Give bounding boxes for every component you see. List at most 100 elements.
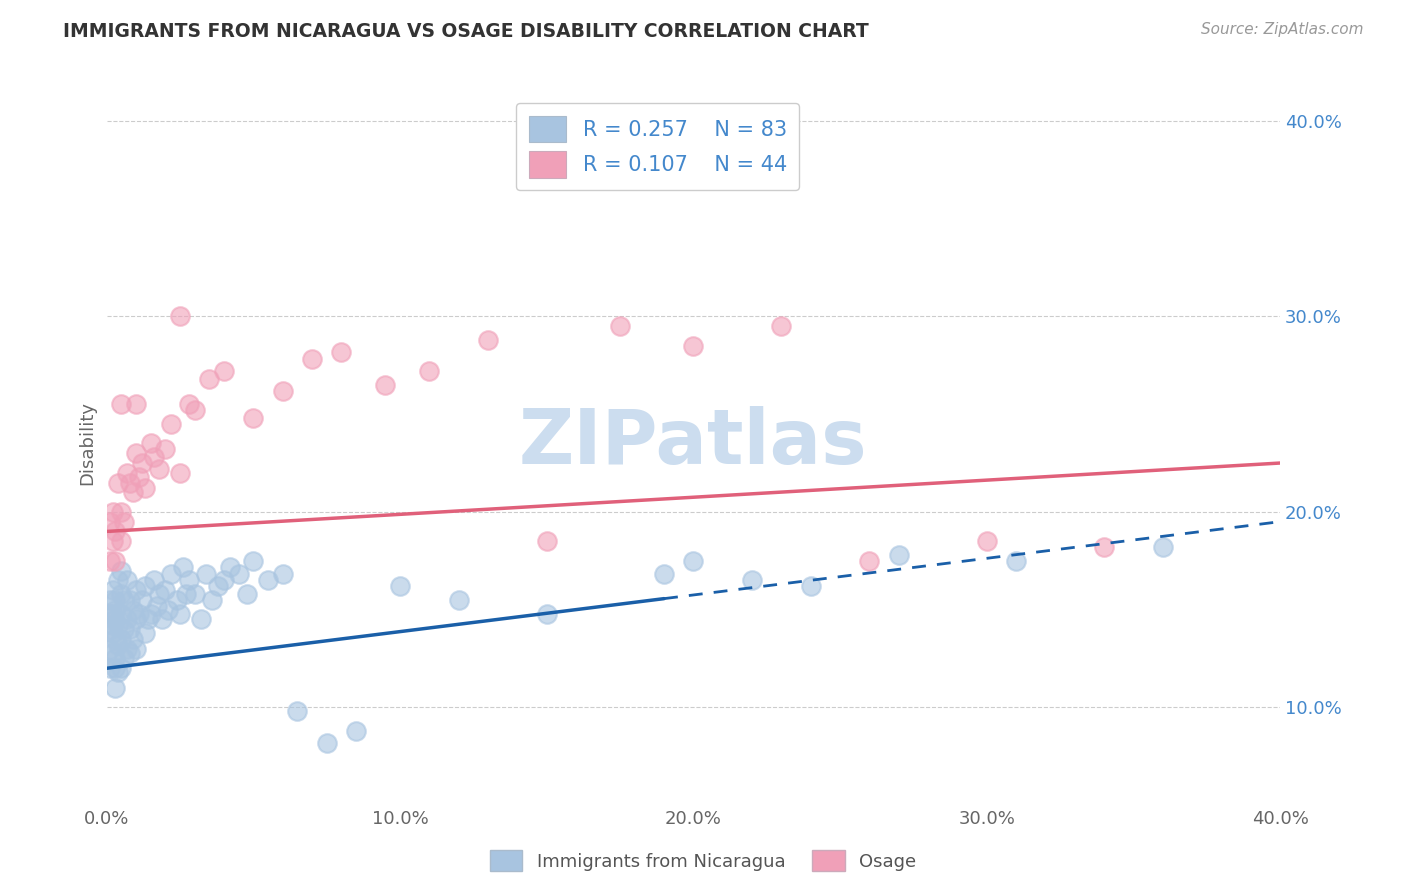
Point: [1152, 540, 1174, 554]
Point: [136, 612, 159, 626]
Point: [125, 583, 148, 598]
Point: [107, 638, 129, 652]
Point: [115, 574, 138, 588]
Point: [177, 574, 200, 588]
Point: [115, 612, 138, 626]
Point: [148, 462, 170, 476]
Point: [107, 574, 129, 588]
Point: [389, 579, 412, 593]
Point: [98, 592, 121, 607]
Point: [104, 524, 127, 539]
Point: [98, 661, 121, 675]
Point: [134, 579, 156, 593]
Point: [169, 607, 191, 621]
Point: [125, 641, 148, 656]
Point: [98, 641, 121, 656]
Point: [128, 469, 150, 483]
Point: [212, 574, 235, 588]
Point: [169, 466, 191, 480]
Point: [741, 574, 763, 588]
Point: [285, 704, 308, 718]
Point: [858, 554, 880, 568]
Point: [477, 333, 499, 347]
Point: [110, 661, 132, 675]
Point: [242, 554, 264, 568]
Point: [98, 607, 121, 621]
Point: [183, 587, 205, 601]
Point: [219, 559, 242, 574]
Point: [145, 599, 167, 613]
Point: [104, 554, 127, 568]
Point: [887, 548, 910, 562]
Point: [157, 602, 180, 616]
Text: Source: ZipAtlas.com: Source: ZipAtlas.com: [1201, 22, 1364, 37]
Point: [134, 482, 156, 496]
Point: [976, 534, 998, 549]
Point: [228, 567, 250, 582]
Point: [125, 612, 148, 626]
Point: [1005, 554, 1028, 568]
Point: [110, 505, 132, 519]
Point: [131, 592, 153, 607]
Point: [207, 579, 229, 593]
Legend: R = 0.257    N = 83, R = 0.107    N = 44: R = 0.257 N = 83, R = 0.107 N = 44: [516, 103, 800, 190]
Point: [155, 442, 177, 457]
Point: [682, 554, 704, 568]
Point: [101, 505, 124, 519]
Point: [174, 587, 197, 601]
Point: [110, 607, 132, 621]
Point: [172, 559, 194, 574]
Point: [609, 319, 631, 334]
Point: [110, 564, 132, 578]
Point: [104, 592, 127, 607]
Point: [1092, 540, 1115, 554]
Point: [652, 567, 675, 582]
Point: [115, 641, 138, 656]
Point: [201, 592, 224, 607]
Point: [190, 612, 212, 626]
Point: [271, 384, 294, 398]
Point: [195, 567, 218, 582]
Point: [104, 661, 127, 675]
Point: [166, 592, 188, 607]
Point: [101, 646, 124, 660]
Point: [236, 587, 259, 601]
Point: [148, 587, 170, 601]
Point: [110, 534, 132, 549]
Point: [134, 626, 156, 640]
Point: [101, 607, 124, 621]
Point: [107, 618, 129, 632]
Point: [536, 607, 558, 621]
Point: [142, 574, 165, 588]
Point: [152, 612, 174, 626]
Point: [142, 450, 165, 465]
Point: [104, 681, 127, 695]
Point: [101, 534, 124, 549]
Point: [112, 651, 135, 665]
Point: [682, 339, 704, 353]
Point: [104, 632, 127, 646]
Point: [198, 372, 221, 386]
Point: [271, 567, 294, 582]
Point: [183, 403, 205, 417]
Text: IMMIGRANTS FROM NICARAGUA VS OSAGE DISABILITY CORRELATION CHART: IMMIGRANTS FROM NICARAGUA VS OSAGE DISAB…: [63, 22, 869, 41]
Legend: Immigrants from Nicaragua, Osage: Immigrants from Nicaragua, Osage: [482, 843, 924, 879]
Point: [98, 515, 121, 529]
Point: [120, 592, 142, 607]
Point: [115, 466, 138, 480]
Point: [122, 632, 145, 646]
Point: [301, 352, 323, 367]
Point: [344, 723, 367, 738]
Point: [257, 574, 280, 588]
Point: [139, 436, 162, 450]
Point: [101, 618, 124, 632]
Point: [447, 592, 470, 607]
Point: [120, 475, 142, 490]
Point: [104, 612, 127, 626]
Point: [101, 583, 124, 598]
Point: [125, 397, 148, 411]
Point: [315, 735, 337, 749]
Point: [120, 622, 142, 636]
Point: [139, 607, 162, 621]
Point: [418, 364, 440, 378]
